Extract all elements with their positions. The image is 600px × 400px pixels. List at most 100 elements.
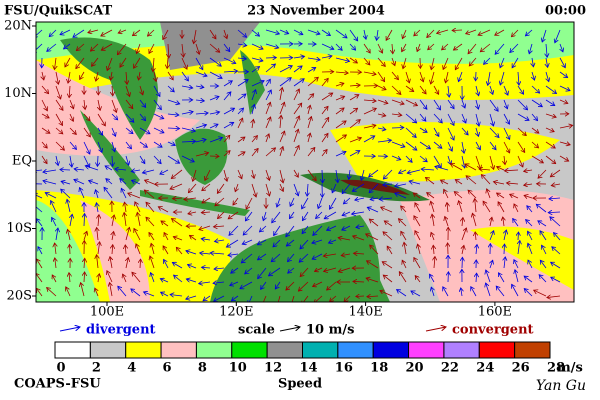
wind-arrow — [517, 113, 529, 120]
wind-arrow — [286, 239, 295, 246]
land — [140, 190, 250, 216]
wind-arrow — [251, 183, 256, 197]
wind-arrow — [559, 125, 573, 128]
wind-arrow — [447, 127, 454, 140]
wind-arrow — [69, 273, 70, 283]
wind-arrow — [61, 189, 71, 199]
wind-arrow — [195, 113, 208, 114]
wind-arrow — [366, 278, 379, 283]
wind-arrow — [475, 113, 479, 126]
wind-arrow — [383, 169, 393, 179]
wind-arrow — [167, 114, 179, 115]
wind-arrow — [144, 190, 155, 199]
wind-arrow — [487, 189, 491, 199]
wind-arrow — [411, 291, 421, 297]
wind-arrow — [251, 43, 263, 49]
wind-arrow — [527, 206, 533, 213]
wind-arrow — [153, 99, 161, 110]
wind-arrow — [363, 43, 370, 53]
wind-arrow — [405, 85, 414, 91]
wind-arrow — [344, 295, 351, 302]
wind-arrow — [201, 212, 211, 213]
wind-arrow — [88, 30, 99, 33]
wind-arrow — [367, 207, 379, 213]
wind-arrow — [188, 265, 197, 269]
wind-arrow — [151, 243, 154, 255]
wind-arrow — [419, 155, 427, 162]
wind-arrow — [181, 57, 187, 69]
wind-arrow — [352, 183, 365, 191]
wind-arrow — [417, 43, 420, 51]
wind-arrow — [342, 225, 351, 230]
wind-arrow — [324, 267, 337, 271]
wind-arrow — [52, 217, 57, 227]
wind-arrow — [377, 29, 378, 40]
wind-arrow — [444, 189, 449, 199]
wind-arrow — [370, 198, 379, 200]
wind-arrow — [377, 43, 382, 53]
wind-arrow — [112, 245, 113, 255]
wind-arrow — [125, 113, 134, 122]
wind-arrow — [224, 29, 227, 39]
wind-arrow — [383, 232, 393, 241]
wind-arrow — [176, 247, 183, 255]
wind-arrow — [84, 258, 85, 269]
wind-arrow — [181, 141, 196, 142]
wind-arrow — [437, 29, 449, 33]
wind-arrow — [349, 57, 357, 63]
wind-arrow — [167, 142, 175, 145]
wind-arrow — [36, 194, 43, 199]
wind-arrow — [154, 71, 156, 81]
wind-arrow — [120, 179, 127, 185]
wind-arrow — [370, 245, 379, 255]
wind-arrow — [237, 118, 243, 129]
wind-arrow — [349, 138, 361, 143]
wind-arrow — [41, 141, 47, 148]
colorbar-box — [337, 341, 374, 359]
wind-arrow — [289, 211, 295, 219]
wind-arrow — [160, 279, 169, 282]
wind-arrow — [201, 267, 211, 268]
wind-arrow — [275, 281, 281, 289]
lon-label: 160E — [478, 305, 512, 320]
wind-arrow — [257, 239, 267, 245]
wind-arrow — [237, 137, 245, 143]
legend-divergent: divergent — [86, 323, 156, 338]
wind-arrow — [55, 99, 63, 110]
lat-label: 20S — [7, 289, 32, 304]
wind-arrow — [209, 29, 216, 39]
wind-arrow — [258, 267, 267, 279]
wind-arrow — [153, 127, 164, 133]
wind-arrow — [354, 253, 365, 254]
wind-arrow — [498, 202, 505, 213]
wind-arrow — [223, 108, 235, 115]
wind-arrow — [231, 295, 239, 301]
wind-arrow — [387, 246, 393, 255]
wind-arrow — [293, 56, 305, 58]
wind-arrow — [349, 29, 358, 41]
wind-arrow — [335, 83, 344, 86]
wind-arrow — [144, 292, 155, 297]
wind-arrow — [41, 113, 49, 118]
wind-arrow — [539, 275, 547, 283]
wind-arrow — [377, 128, 386, 130]
wind-arrow — [163, 29, 169, 40]
wind-arrow — [391, 71, 398, 80]
wind-arrow — [402, 29, 407, 39]
wind-arrow — [265, 43, 279, 48]
wind-arrow — [435, 166, 449, 171]
wind-arrow — [415, 276, 421, 283]
wind-arrow — [240, 281, 253, 289]
wind-arrow — [181, 86, 193, 88]
wind-arrow — [514, 260, 519, 269]
wind-arrow — [559, 155, 569, 161]
wind-arrow — [43, 170, 57, 172]
wind-arrow — [363, 100, 376, 101]
wind-arrow — [265, 90, 271, 101]
wind-arrow — [47, 43, 57, 51]
wind-arrow — [504, 170, 519, 171]
wind-arrow — [167, 85, 174, 92]
wind-arrow — [69, 244, 70, 255]
wind-arrow — [462, 99, 465, 108]
wind-arrow — [209, 138, 222, 143]
